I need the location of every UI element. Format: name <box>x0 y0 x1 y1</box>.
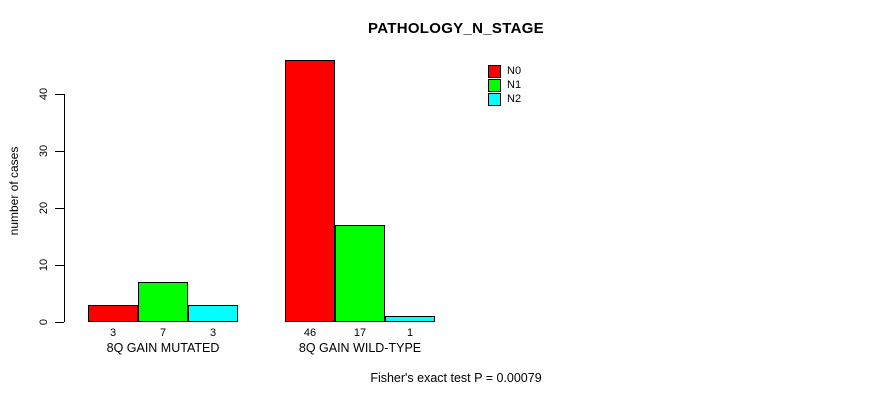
bar-n0-1 <box>88 305 138 322</box>
legend-swatch-n1 <box>488 79 501 92</box>
legend-label: N2 <box>507 93 522 105</box>
legend-item-n0: N0 <box>488 65 548 78</box>
legend-swatch-n0 <box>488 65 501 78</box>
bar-value-label: 17 <box>353 327 367 339</box>
y-tick-label: 40 <box>38 88 50 101</box>
legend-item-n2: N2 <box>488 93 548 106</box>
y-tick-mark <box>55 207 64 209</box>
legend-label: N0 <box>507 65 522 77</box>
bar-value-label: 3 <box>109 327 117 339</box>
category-label: 8Q GAIN MUTATED <box>106 341 220 355</box>
y-tick-label: 20 <box>38 202 50 215</box>
y-tick-label: 30 <box>38 145 50 158</box>
category-label: 8Q GAIN WILD-TYPE <box>298 341 422 355</box>
bar-value-label: 46 <box>303 327 317 339</box>
bar-value-label: 1 <box>406 327 414 339</box>
bar-n1-2 <box>335 225 385 322</box>
y-tick-label: 0 <box>38 318 50 326</box>
chart-title: PATHOLOGY_N_STAGE <box>368 20 544 37</box>
stat-annotation: Fisher's exact test P = 0.00079 <box>370 371 542 385</box>
y-axis-label: number of cases <box>7 146 21 236</box>
legend-swatch-n2 <box>488 93 501 106</box>
y-tick-mark <box>55 93 64 95</box>
y-tick-mark <box>55 150 64 152</box>
legend-item-n1: N1 <box>488 79 548 92</box>
bar-value-label: 7 <box>159 327 167 339</box>
y-tick-mark <box>55 264 64 266</box>
bar-value-label: 3 <box>209 327 217 339</box>
legend-label: N1 <box>507 79 522 91</box>
bar-n1-1 <box>138 282 188 322</box>
bar-n2-1 <box>188 305 238 322</box>
y-axis-line <box>64 94 65 322</box>
bar-n0-2 <box>285 60 335 322</box>
bar-n2-2 <box>385 316 435 322</box>
y-tick-mark <box>55 321 64 323</box>
y-tick-label: 10 <box>38 258 50 272</box>
